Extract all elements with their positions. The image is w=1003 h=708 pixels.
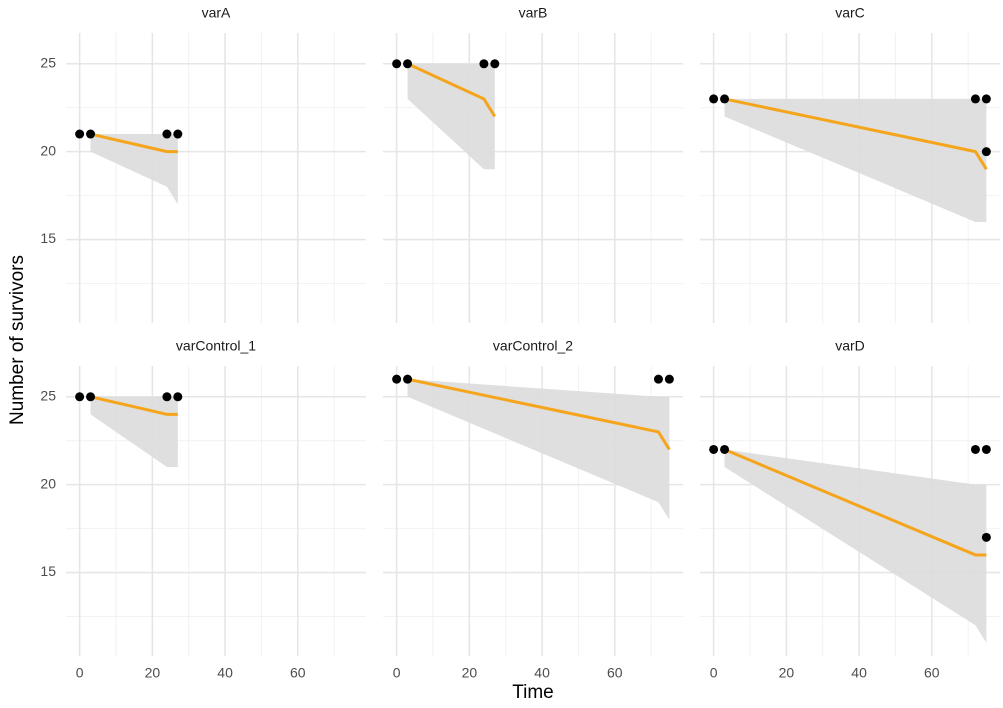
fit-line bbox=[406, 62, 497, 118]
confidence-ribbon bbox=[90, 134, 178, 205]
x-tick-label: 20 bbox=[145, 665, 161, 681]
y-tick-label: 25 bbox=[40, 387, 56, 403]
data-point bbox=[162, 129, 172, 139]
strip-title: varC bbox=[835, 5, 865, 21]
y-tick-label: 25 bbox=[40, 54, 56, 70]
data-point bbox=[664, 374, 674, 384]
strip-title: varA bbox=[202, 5, 231, 21]
y-tick-label: 15 bbox=[40, 230, 56, 246]
data-point bbox=[490, 59, 500, 69]
data-point bbox=[173, 129, 183, 139]
data-point bbox=[720, 444, 730, 454]
data-point bbox=[981, 532, 991, 542]
confidence-ribbon bbox=[90, 396, 178, 468]
data-point bbox=[709, 444, 719, 454]
x-tick-label: 0 bbox=[710, 665, 718, 681]
x-tick-label: 0 bbox=[393, 665, 401, 681]
strip-title: varControl_2 bbox=[493, 338, 573, 354]
data-point bbox=[709, 94, 719, 104]
y-axis-title: Number of survivors bbox=[7, 255, 28, 425]
y-tick-label: 20 bbox=[40, 475, 56, 491]
strip-title: varB bbox=[519, 5, 548, 21]
confidence-ribbon bbox=[724, 98, 987, 222]
data-point bbox=[403, 374, 413, 384]
strip-title: varD bbox=[835, 338, 865, 354]
data-point bbox=[75, 129, 85, 139]
data-point bbox=[162, 392, 172, 402]
data-point bbox=[981, 444, 991, 454]
data-point bbox=[173, 392, 183, 402]
x-tick-label: 60 bbox=[607, 665, 623, 681]
fit-line bbox=[724, 97, 988, 171]
data-point bbox=[479, 59, 489, 69]
confidence-ribbon bbox=[724, 449, 987, 643]
confidence-ribbon bbox=[407, 379, 670, 520]
x-tick-label: 40 bbox=[217, 665, 233, 681]
data-point bbox=[720, 94, 730, 104]
data-point bbox=[653, 374, 663, 384]
data-point bbox=[75, 392, 85, 402]
x-tick-label: 40 bbox=[534, 665, 550, 681]
data-point bbox=[970, 94, 980, 104]
fit-line bbox=[90, 132, 178, 154]
x-tick-label: 60 bbox=[290, 665, 306, 681]
x-tick-label: 60 bbox=[924, 665, 940, 681]
data-point bbox=[86, 392, 96, 402]
x-tick-label: 0 bbox=[76, 665, 84, 681]
x-tick-label: 40 bbox=[851, 665, 867, 681]
data-point bbox=[981, 94, 991, 104]
fit-line bbox=[407, 377, 671, 451]
data-point bbox=[392, 59, 402, 69]
data-point bbox=[970, 444, 980, 454]
data-point bbox=[403, 59, 413, 69]
x-axis-title: Time bbox=[512, 682, 554, 703]
y-tick-label: 20 bbox=[40, 142, 56, 158]
data-point bbox=[981, 147, 991, 157]
data-point bbox=[86, 129, 96, 139]
y-tick-label: 15 bbox=[40, 563, 56, 579]
x-tick-label: 20 bbox=[462, 665, 478, 681]
data-point bbox=[392, 374, 402, 384]
fit-line bbox=[723, 448, 987, 557]
confidence-ribbon bbox=[407, 63, 495, 170]
fit-line bbox=[90, 395, 178, 416]
strip-title: varControl_1 bbox=[176, 338, 256, 354]
x-tick-label: 20 bbox=[779, 665, 795, 681]
